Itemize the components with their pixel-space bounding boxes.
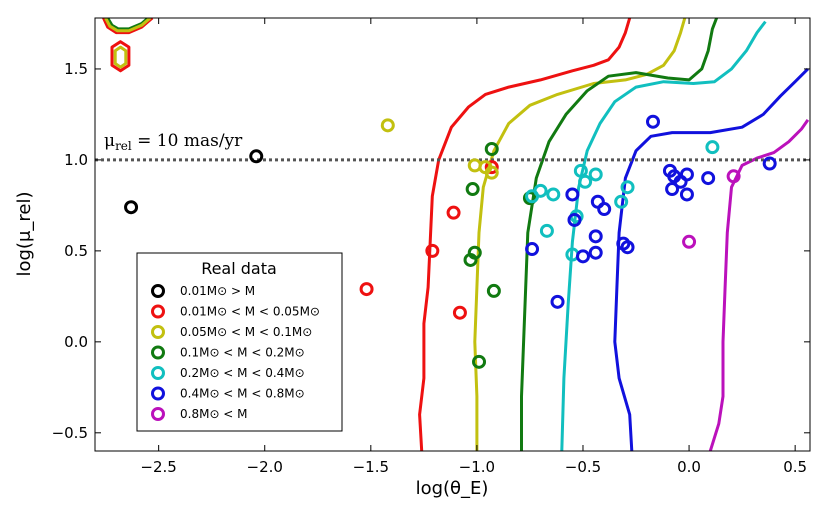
point-s5-3 — [546, 187, 561, 202]
point-s5-12 — [705, 140, 720, 155]
inset-contour-4 — [110, 40, 131, 73]
legend-label-6: 0.4M⊙ < M < 0.8M⊙ — [180, 387, 305, 401]
point-s1-2 — [249, 149, 264, 164]
y-tick-label: 0.0 — [64, 333, 88, 351]
point-s4-1 — [484, 141, 499, 156]
plot-frame — [94, 17, 811, 452]
legend-box — [136, 252, 343, 432]
point-s6-20 — [762, 156, 777, 171]
legend-marker-6 — [151, 386, 165, 401]
curve-5 — [613, 67, 809, 451]
legend-label-5: 0.2M⊙ < M < 0.4M⊙ — [180, 366, 305, 380]
point-s7-1 — [682, 234, 697, 249]
legend-marker-1 — [151, 284, 165, 298]
point-s6-1 — [645, 114, 660, 129]
curves-layer — [102, 18, 810, 451]
axis-ticks: −2.5 −2.0 −1.5 −1.0 −0.5 0.0 0.5 −0.5 0.0 0.5 1.0 1… — [52, 18, 810, 476]
point-s6-15 — [679, 187, 694, 202]
point-s6-16 — [665, 182, 680, 197]
point-s4-6 — [486, 283, 501, 298]
point-s5-9 — [588, 167, 603, 182]
point-s2-4 — [452, 305, 467, 320]
curve-4 — [560, 20, 767, 451]
x-tick-label: 0.5 — [783, 458, 807, 476]
x-tick-label: 0.0 — [677, 458, 701, 476]
legend-label-1: 0.01M⊙ > M — [180, 284, 255, 298]
point-s1-1 — [124, 200, 139, 215]
point-s4-5 — [472, 354, 487, 369]
points-layer — [124, 114, 777, 369]
legend-marker-5 — [151, 366, 165, 380]
point-s5-11 — [620, 180, 635, 195]
y-tick-label: 1.0 — [64, 151, 88, 169]
inset-contour-3 — [104, 18, 152, 33]
inset-contour-5 — [113, 45, 128, 69]
curve-3 — [520, 18, 718, 451]
point-s5-10 — [614, 194, 629, 209]
legend-marker-7 — [151, 407, 165, 421]
curve-1 — [418, 18, 632, 451]
legend-marker-2 — [151, 304, 165, 319]
point-s5-8 — [578, 174, 593, 189]
reference-line-label: μrel = 10 mas/yr — [104, 131, 243, 153]
y-axis-label: log(μ_rel) — [14, 191, 35, 276]
point-s5-2 — [533, 183, 548, 198]
point-s6-10 — [620, 240, 635, 255]
y-tick-label: −0.5 — [52, 424, 88, 442]
x-tick-label: −2.5 — [140, 458, 176, 476]
legend-title: Real data — [201, 259, 277, 278]
point-s6-4 — [575, 249, 590, 264]
point-s6-3 — [567, 212, 582, 227]
legend-label-7: 0.8M⊙ < M — [180, 407, 248, 421]
legend-marker-3 — [151, 325, 165, 339]
point-s2-1 — [359, 282, 374, 297]
point-s2-3 — [446, 205, 461, 220]
point-s6-14 — [679, 167, 694, 182]
legend-label-2: 0.01M⊙ < M < 0.05M⊙ — [180, 305, 320, 319]
curve-6 — [708, 119, 810, 451]
point-s2-5 — [484, 160, 499, 175]
legend-label-3: 0.05M⊙ < M < 0.1M⊙ — [180, 325, 312, 339]
point-s7-2 — [726, 169, 741, 184]
x-tick-label: −1.5 — [353, 458, 389, 476]
x-axis-label: log(θ_E) — [416, 478, 489, 499]
point-s5-4 — [539, 223, 554, 238]
point-s6-5 — [588, 245, 603, 260]
curve-2 — [473, 18, 687, 451]
point-s2-2 — [425, 243, 440, 258]
legend-entries: 0.01M⊙ > M 0.01M⊙ < M < 0.05M⊙ 0.05M⊙ < M … — [151, 284, 320, 421]
point-s6-18 — [550, 294, 565, 309]
point-s4-4 — [463, 252, 478, 267]
legend: Real data 0.01M⊙ > M0.01M⊙ < M < 0.05M⊙0… — [136, 252, 343, 432]
legend-label-4: 0.1M⊙ < M < 0.2M⊙ — [180, 346, 305, 360]
point-s6-2 — [565, 187, 580, 202]
point-s3-1 — [380, 118, 395, 133]
x-tick-label: −1.0 — [459, 458, 495, 476]
point-s6-8 — [597, 202, 612, 217]
x-tick-label: −0.5 — [565, 458, 601, 476]
y-tick-label: 1.5 — [64, 60, 88, 78]
legend-marker-4 — [151, 345, 165, 360]
point-s6-6 — [588, 229, 603, 244]
point-s6-19 — [701, 171, 716, 186]
point-s6-17 — [525, 242, 540, 257]
point-s3-4 — [484, 165, 499, 180]
point-s4-2 — [465, 182, 480, 197]
x-tick-label: −2.0 — [247, 458, 283, 476]
y-tick-label: 0.5 — [64, 242, 88, 260]
